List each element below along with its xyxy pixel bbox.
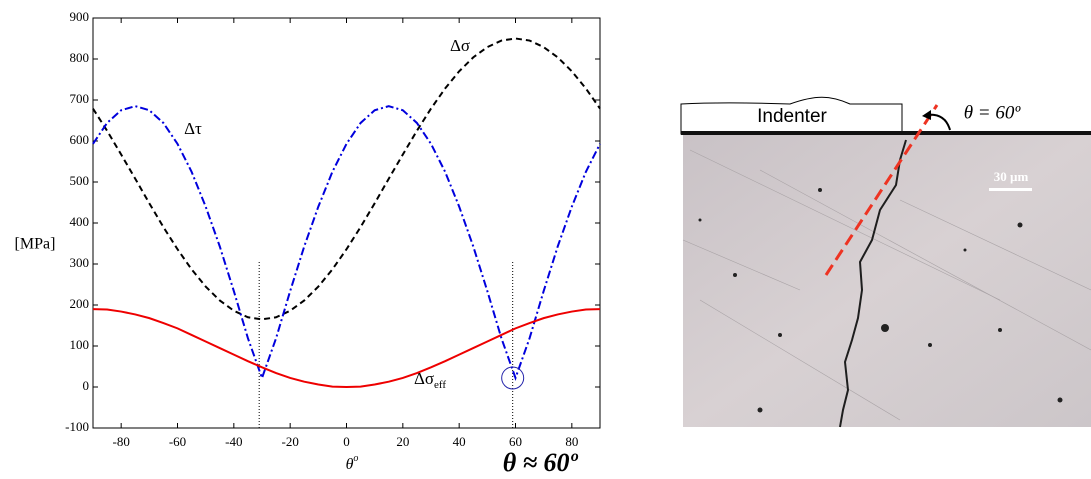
x-tick-label: 20 bbox=[396, 434, 409, 449]
x-axis-label-main: θ bbox=[346, 456, 354, 473]
y-tick-label: 400 bbox=[70, 214, 90, 229]
surface-line bbox=[681, 131, 1091, 135]
angle-label: θ = 60º bbox=[964, 102, 1022, 123]
series-label-main: Δσ bbox=[450, 36, 470, 55]
angle-arrowhead bbox=[922, 110, 931, 120]
x-tick-label: -60 bbox=[169, 434, 186, 449]
y-tick-label: 0 bbox=[83, 378, 90, 393]
y-axis-label: [MPa] bbox=[15, 236, 56, 253]
y-tick-label: 300 bbox=[70, 255, 90, 270]
series-label: Δσ bbox=[450, 36, 470, 55]
scratches bbox=[682, 149, 1091, 421]
x-tick-label: -80 bbox=[112, 434, 129, 449]
series-line bbox=[92, 105, 601, 381]
series-label: Δσeff bbox=[414, 369, 446, 391]
micrograph: Indenter θ = 60º 30 µm bbox=[680, 96, 1091, 428]
indenter-label: Indenter bbox=[757, 106, 827, 127]
y-tick-label: -100 bbox=[65, 419, 89, 434]
y-tick-label: 800 bbox=[70, 50, 90, 65]
y-tick-label: 200 bbox=[70, 296, 90, 311]
series-line bbox=[92, 37, 601, 321]
series-label: Δτ bbox=[184, 119, 202, 138]
x-tick-label: -40 bbox=[225, 434, 242, 449]
series-label-sub: eff bbox=[434, 379, 446, 391]
angle-line bbox=[824, 104, 939, 276]
crack bbox=[839, 139, 907, 428]
highlight-circle bbox=[501, 366, 525, 390]
micrograph-image bbox=[683, 135, 1091, 427]
series-label-main: Δσ bbox=[414, 369, 434, 388]
y-tick-label: 100 bbox=[70, 337, 90, 352]
y-tick-label: 500 bbox=[70, 173, 90, 188]
plot-frame bbox=[92, 17, 601, 429]
x-axis-label: θo bbox=[346, 453, 359, 472]
pits bbox=[698, 188, 1063, 413]
x-axis-label-sup: o bbox=[353, 453, 358, 464]
y-tick-label: 600 bbox=[70, 132, 90, 147]
x-tick-label: -20 bbox=[281, 434, 298, 449]
x-tick-label: 80 bbox=[565, 434, 578, 449]
series-label-main: Δτ bbox=[184, 119, 202, 138]
x-tick-label: 40 bbox=[453, 434, 466, 449]
series-line bbox=[92, 308, 601, 389]
x-tick-label: 60 bbox=[509, 434, 522, 449]
note: θ ≈ 60º bbox=[503, 448, 579, 477]
scale-bar bbox=[989, 188, 1032, 191]
y-tick-label: 700 bbox=[70, 91, 90, 106]
y-tick-label: 900 bbox=[70, 9, 90, 24]
indenter-shape bbox=[680, 96, 903, 135]
x-tick-label: 0 bbox=[343, 434, 350, 449]
scale-label: 30 µm bbox=[994, 169, 1029, 184]
